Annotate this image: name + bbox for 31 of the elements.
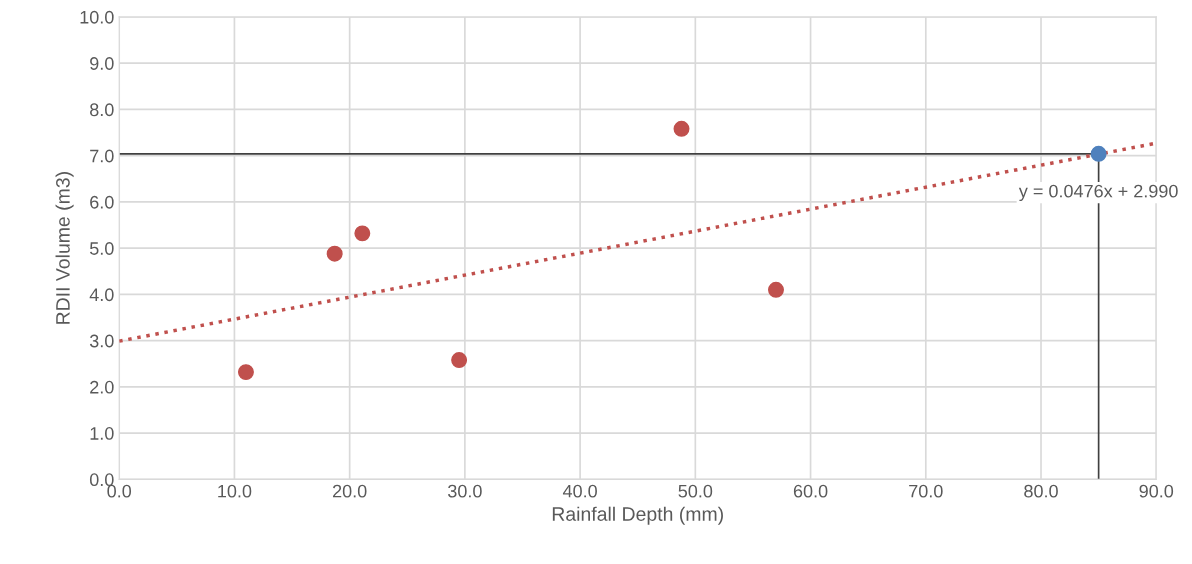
x-tick-label: 50.0: [678, 484, 713, 498]
x-tick-label: 40.0: [562, 484, 597, 498]
x-tick-label: 60.0: [793, 484, 828, 498]
x-axis-title: Rainfall Depth (mm): [552, 506, 723, 525]
point: [326, 245, 343, 262]
y-tick-label: 10.0: [80, 10, 114, 24]
y-tick-label: 2.0: [90, 380, 114, 394]
y-tick-label: 0.0: [89, 473, 114, 487]
annotation: y = 0.0476x + 2.990: [1018, 184, 1178, 202]
x-tick-label: 30.0: [448, 484, 482, 498]
y-tick-label: 7.0: [90, 149, 114, 163]
x-tick-label: 0.0: [107, 484, 132, 498]
x-tick-label: 20.0: [332, 484, 367, 498]
x-tick-label: 10.0: [218, 484, 252, 498]
point: [673, 120, 690, 137]
y-axis-title: RDII Volume (m3): [55, 172, 74, 324]
x-tick-label: 90.0: [1139, 484, 1174, 498]
y-tick-label: 5.0: [89, 242, 114, 255]
x-tick-label: 70.0: [909, 484, 943, 498]
point: [354, 225, 371, 242]
y-tick-label: 1.0: [90, 427, 114, 440]
y-tick-label: 9.0: [90, 57, 114, 70]
x-tick-label: 80.0: [1024, 484, 1058, 498]
point: [451, 352, 468, 369]
y-tick-label: 6.0: [90, 195, 114, 209]
y-tick-label: 4.0: [89, 288, 114, 302]
y-tick-label: 8.0: [90, 103, 114, 117]
y-tick-label: 3.0: [89, 334, 114, 348]
point: [1090, 145, 1107, 162]
point: [768, 281, 784, 298]
point: [237, 364, 254, 381]
